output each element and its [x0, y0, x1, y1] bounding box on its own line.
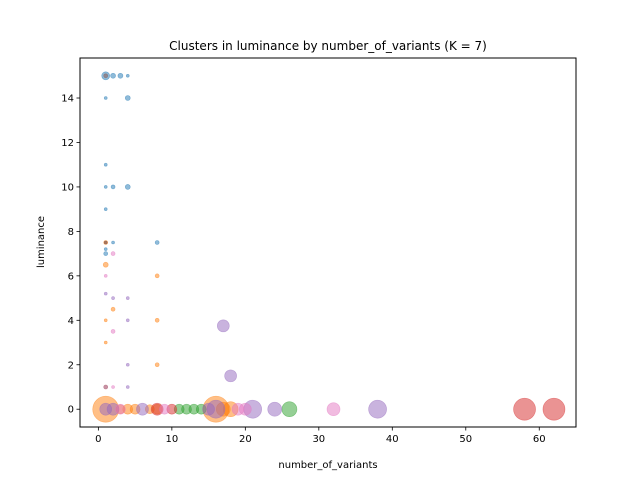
- y-axis-ticks: 0 2 4 6 8 10 12 14: [61, 94, 80, 416]
- scatter-point-cluster-4-5: [125, 362, 130, 367]
- scatter-point-cluster-0-2: [117, 72, 124, 79]
- scatter-point-cluster-6-8: [326, 402, 341, 417]
- scatter-point-cluster-6-5: [159, 403, 170, 415]
- x-tick-label: 10: [165, 434, 178, 445]
- x-tick-label: 30: [312, 434, 325, 445]
- y-tick-label: 8: [68, 227, 74, 238]
- scatter-point-cluster-1-6: [103, 340, 108, 345]
- y-tick-label: 2: [68, 360, 74, 371]
- scatter-point-cluster-0-15: [103, 251, 109, 256]
- scatter-point-cluster-4-0: [103, 384, 109, 390]
- x-tick-label: 50: [459, 434, 472, 445]
- scatter-point-cluster-3-2: [513, 397, 536, 421]
- scatter-point-cluster-6-7: [239, 402, 252, 416]
- plot-frame: [79, 57, 577, 428]
- scatter-point-cluster-0-5: [124, 95, 131, 101]
- scatter-point-cluster-4-13: [206, 399, 226, 419]
- x-axis-label: number_of_variants: [278, 460, 377, 471]
- scatter-point-cluster-1-7: [154, 362, 160, 368]
- x-tick-label: 40: [386, 434, 399, 445]
- scatter-point-cluster-0-7: [103, 185, 108, 189]
- x-tick-label: 0: [95, 434, 101, 445]
- x-tick-label: 60: [533, 434, 546, 445]
- scatter-point-cluster-0-10: [103, 207, 108, 211]
- scatter-point-cluster-6-4: [115, 403, 126, 415]
- scatter-point-cluster-3-3: [542, 397, 566, 421]
- x-tick-label: 20: [239, 434, 252, 445]
- scatter-point-cluster-6-2: [110, 329, 116, 334]
- scatter-point-cluster-4-3: [125, 296, 130, 300]
- y-tick-label: 12: [61, 138, 74, 149]
- x-axis-ticks: 0 10 20 30 40 50 60: [95, 427, 546, 445]
- scatter-point-cluster-1-5: [154, 317, 160, 323]
- scatter-point-cluster-4-6: [125, 385, 130, 389]
- scatter-point-cluster-4-11: [136, 402, 149, 416]
- scatter-point-cluster-6-0: [103, 274, 108, 278]
- scatter-point-cluster-2-4: [281, 401, 298, 418]
- y-tick-label: 4: [68, 316, 74, 327]
- scatter-point-cluster-1-4: [103, 318, 108, 323]
- scatter-point-cluster-4-15: [267, 401, 283, 417]
- y-tick-label: 6: [68, 271, 74, 282]
- scatter-point-cluster-0-13: [154, 240, 160, 245]
- scatter-point-cluster-6-1: [110, 251, 116, 256]
- chart-title: Clusters in luminance by number_of_varia…: [169, 39, 487, 53]
- scatter-point-cluster-4-8: [224, 369, 237, 383]
- scatter-point-cluster-4-16: [368, 399, 387, 419]
- scatter-point-cluster-0-4: [103, 96, 108, 100]
- points-layer: [92, 71, 566, 423]
- scatter-point-cluster-6-3: [111, 385, 115, 389]
- scatter-point-cluster-4-2: [111, 296, 115, 300]
- scatter-point-cluster-4-4: [125, 318, 130, 323]
- scatter-point-cluster-0-3: [125, 73, 130, 78]
- scatter-point-cluster-5-1: [103, 240, 108, 245]
- scatter-point-cluster-0-1: [110, 72, 116, 79]
- y-tick-label: 0: [68, 405, 74, 416]
- scatter-point-cluster-4-1: [103, 291, 108, 296]
- scatter-point-cluster-1-3: [110, 306, 116, 312]
- scatter-point-cluster-0-9: [124, 184, 131, 190]
- y-axis-label: luminance: [36, 216, 47, 268]
- scatter-point-cluster-4-7: [216, 319, 230, 333]
- scatter-point-cluster-1-2: [154, 273, 160, 279]
- scatter-point-cluster-0-14: [103, 247, 108, 251]
- scatter-point-cluster-0-6: [103, 162, 108, 167]
- y-tick-label: 14: [61, 94, 74, 105]
- scatter-point-cluster-5-0: [103, 73, 109, 79]
- scatter-point-cluster-0-8: [110, 184, 116, 190]
- y-tick-label: 10: [61, 182, 74, 193]
- scatter-point-cluster-0-12: [111, 240, 115, 245]
- scatter-point-cluster-1-1: [102, 261, 109, 268]
